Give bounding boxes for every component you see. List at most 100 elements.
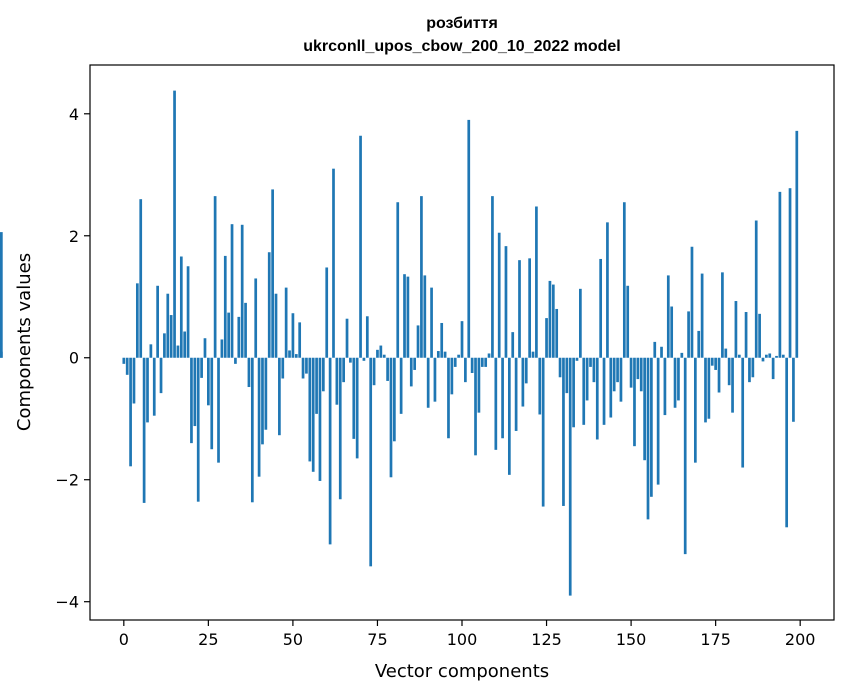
bar-72 — [365, 316, 369, 358]
bar-143 — [606, 222, 609, 358]
bar-41 — [261, 357, 264, 445]
bar-83 — [403, 274, 406, 358]
bar-44 — [271, 189, 274, 358]
bar-43 — [267, 252, 271, 358]
bar-99 — [457, 354, 460, 358]
bar-118 — [521, 357, 525, 407]
x-tick-label: 50 — [283, 630, 303, 649]
bar-50 — [291, 313, 295, 358]
bar-166 — [683, 357, 687, 555]
bar-137 — [585, 357, 589, 401]
bar-45 — [274, 293, 278, 358]
bar-96 — [447, 357, 450, 439]
bar-198 — [792, 357, 795, 422]
x-tick-label: 0 — [119, 630, 129, 649]
bar-188 — [758, 313, 761, 358]
y-tick-label: −4 — [55, 593, 79, 612]
bar-91 — [430, 287, 433, 358]
bar-59 — [321, 357, 325, 392]
bar-20 — [190, 357, 193, 444]
bar-171 — [700, 273, 704, 358]
bar-146 — [616, 357, 619, 383]
bar-42 — [264, 357, 268, 430]
bar-31 — [227, 312, 231, 358]
bar-105 — [477, 357, 481, 413]
y-axis-label: Components values — [14, 253, 35, 431]
bar-98 — [453, 357, 457, 367]
bar-155 — [646, 357, 650, 520]
bar-113 — [504, 246, 508, 358]
bar-100 — [460, 321, 464, 358]
bar-7 — [146, 357, 149, 423]
bar-181 — [734, 301, 738, 358]
bar-85 — [409, 357, 413, 387]
bar-111 — [497, 232, 501, 358]
bar-183 — [741, 357, 745, 468]
bar-29 — [220, 339, 224, 358]
bar-112 — [501, 357, 504, 439]
bar-62 — [332, 168, 335, 358]
bar-54 — [305, 357, 308, 374]
bar-173 — [707, 357, 711, 419]
bar-106 — [480, 357, 484, 367]
bar-40 — [257, 357, 261, 477]
bar-136 — [582, 357, 586, 425]
bar-89 — [423, 275, 427, 358]
bar-197 — [788, 188, 792, 358]
bar-157 — [653, 341, 657, 358]
bar-70 — [359, 135, 362, 358]
bar-116 — [514, 357, 518, 431]
bar-52 — [298, 322, 302, 358]
bar-152 — [636, 357, 640, 380]
bar-82 — [399, 357, 403, 414]
bar-139 — [592, 357, 596, 383]
bar-8 — [149, 344, 153, 358]
bar-19 — [186, 266, 190, 358]
bar-39 — [254, 278, 258, 358]
bar-63 — [335, 357, 339, 405]
bar-196 — [785, 357, 789, 528]
bar-170 — [697, 330, 701, 358]
bar-133 — [572, 357, 575, 428]
bar-49 — [288, 350, 291, 358]
bar-140 — [595, 357, 599, 440]
bar-182 — [737, 354, 741, 358]
bar-147 — [619, 357, 623, 402]
bar-175 — [714, 357, 717, 370]
bar-109 — [491, 196, 494, 358]
bar-161 — [666, 275, 670, 358]
bar-0 — [122, 357, 126, 364]
bar-36 — [244, 302, 247, 358]
bar-123 — [538, 357, 542, 415]
bar-69 — [355, 357, 359, 459]
bar-60 — [325, 267, 329, 358]
bar-142 — [602, 357, 606, 425]
bar-28 — [217, 357, 220, 463]
bar-3 — [132, 357, 136, 404]
bar-68 — [352, 357, 356, 439]
bar-57 — [315, 357, 318, 414]
bar-132 — [568, 357, 572, 596]
x-tick-label: 25 — [198, 630, 218, 649]
bar-35 — [240, 224, 244, 358]
x-tick-label: 125 — [531, 630, 562, 649]
bar-6 — [142, 357, 146, 503]
bar-14 — [169, 315, 173, 358]
bar-64 — [338, 357, 342, 500]
bar-2 — [129, 357, 132, 467]
bar-80 — [393, 357, 396, 442]
bar-162 — [670, 306, 674, 358]
bar-26 — [210, 357, 214, 450]
bar-156 — [650, 357, 653, 497]
bar-16 — [176, 345, 180, 358]
bar-87 — [416, 325, 420, 358]
bar-115 — [511, 332, 515, 358]
bar-148 — [622, 202, 626, 358]
bar-12 — [163, 333, 166, 358]
bar-138 — [589, 357, 592, 367]
bar-76 — [379, 345, 383, 358]
y-axis: −4 −2 0 2 4 — [55, 105, 90, 612]
bar-21 — [193, 357, 197, 427]
bar-144 — [609, 357, 613, 418]
bar-34 — [237, 316, 241, 358]
